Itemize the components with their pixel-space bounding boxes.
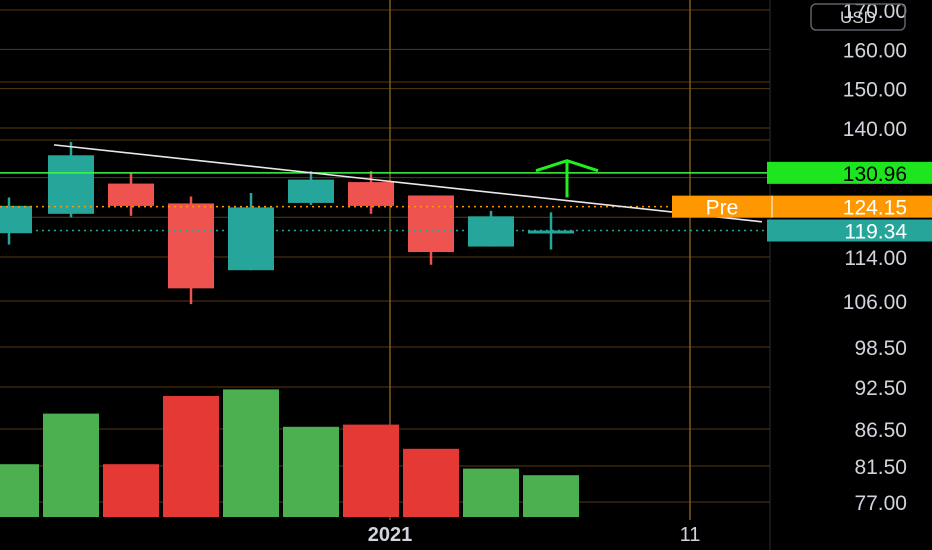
volume-bar	[463, 468, 519, 517]
volume-bar	[283, 426, 339, 517]
candle-body	[228, 207, 274, 271]
candle-body	[168, 203, 214, 289]
candle-body	[348, 182, 394, 206]
trendline[interactable]	[53, 144, 763, 223]
price-badges: 130.96 119.34 Pre 124.15	[672, 161, 932, 244]
pre-market-tag: Pre	[706, 197, 739, 220]
pre-market-price-badge: 124.15	[843, 197, 907, 220]
time-tick-label[interactable]: 11	[680, 524, 701, 546]
last-price-badge: 119.34	[844, 221, 907, 244]
price-tick-label[interactable]: 92.50	[854, 377, 907, 400]
level-price-badge: 130.96	[843, 163, 907, 186]
price-tick-label[interactable]: 77.00	[854, 492, 907, 515]
drawing-overlays	[0, 144, 770, 232]
price-tick-label[interactable]: 81.50	[854, 456, 907, 479]
volume-bar	[0, 464, 39, 517]
price-axis[interactable]: 170.00 160.00 150.00 140.00 114.00 106.00 98.5…	[769, 0, 907, 550]
volume-bar	[103, 464, 159, 517]
level-price-badge-bg	[767, 161, 932, 184]
volume-bar	[403, 448, 459, 517]
last-price-badge-bg	[767, 219, 932, 242]
candle-body	[0, 205, 32, 234]
price-tick-label[interactable]: 106.00	[843, 291, 907, 314]
price-tick-label[interactable]: 140.00	[843, 118, 907, 141]
pre-market-badge-bg	[672, 195, 932, 218]
time-axis[interactable]: 2021 11	[368, 524, 701, 546]
volume-bar	[163, 396, 219, 517]
currency-selector[interactable]: USD	[810, 3, 906, 31]
volume-bars	[0, 389, 579, 517]
candle-body	[408, 195, 454, 253]
candle-body	[528, 230, 574, 234]
price-tick-label[interactable]: 114.00	[844, 247, 907, 270]
price-tick-label[interactable]: 160.00	[843, 39, 907, 62]
time-tick-label[interactable]: 2021	[368, 524, 413, 546]
volume-bar	[523, 475, 579, 517]
volume-bar	[223, 389, 279, 517]
candle-body	[108, 183, 154, 206]
price-tick-label[interactable]: 86.50	[854, 419, 907, 442]
price-tick-label[interactable]: 98.50	[854, 337, 907, 360]
currency-button[interactable]	[810, 3, 906, 31]
price-candles	[0, 141, 574, 305]
price-tick-label[interactable]: 150.00	[843, 79, 907, 102]
candle-body	[48, 155, 94, 214]
price-tick-label[interactable]: 170.00	[843, 0, 907, 23]
volume-bar	[343, 424, 399, 517]
candle-body	[288, 179, 334, 203]
candle-body	[468, 216, 514, 247]
currency-label[interactable]: USD	[840, 8, 876, 27]
up-arrow-head-icon[interactable]	[535, 159, 599, 173]
volume-bar	[43, 413, 99, 517]
